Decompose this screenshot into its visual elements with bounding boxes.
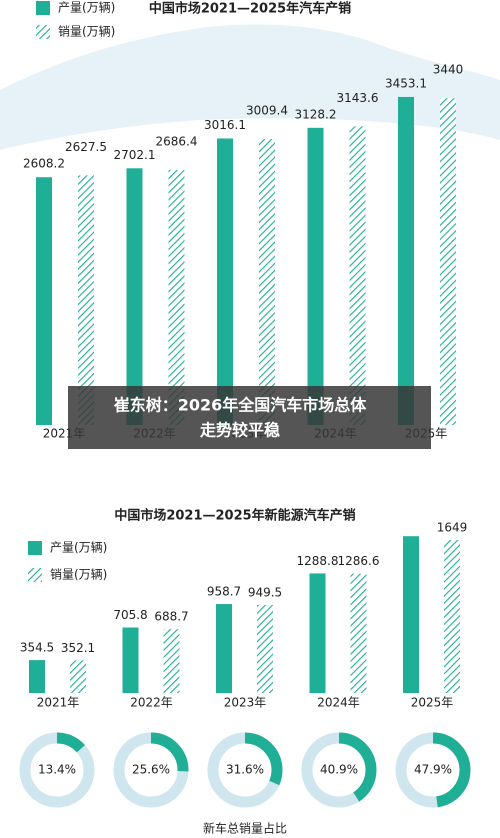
headline: 崔东树：2026年全国汽车市场总体 [114,396,368,415]
chart-title: 新车总销量占比 [203,821,287,836]
bar [403,536,419,693]
x-tick-label: 2025年 [411,696,454,710]
x-tick-label: 2024年 [317,696,360,710]
bar [307,127,324,426]
donut-arc [113,732,189,808]
legend-label: 销量(万辆) [50,568,107,582]
chart-title: 中国市场2021—2025年汽车产销 [149,1,351,17]
legend-label: 产量(万辆) [58,1,115,15]
value-label: 949.5 [248,585,282,599]
value-label: 3440 [433,63,464,77]
value-label: 3128.2 [295,107,337,121]
bar [126,168,143,425]
bar [217,138,233,425]
bar [257,604,273,693]
headline-banner [68,386,431,449]
bar [122,627,139,693]
bar [29,660,45,693]
bar [349,126,366,425]
value-label: 1288.8 [297,554,339,568]
headline: 走势较平稳 [199,421,280,440]
legend-swatch [36,25,50,39]
bar [259,139,275,425]
bar [350,573,367,693]
donut-arc [19,732,95,808]
chart-title: 中国市场2021—2025年新能源汽车产销 [114,508,355,524]
value-label: 2608.2 [23,157,65,171]
value-label: 2686.4 [156,134,198,148]
donut-label: 40.9% [320,763,358,777]
x-tick-label: 2022年 [130,696,173,710]
bar [398,96,414,425]
charts: 中国市场2021—2025年汽车产销产量(万辆)2608.22702.13016… [19,1,471,836]
bar [309,573,326,693]
value-label: 958.7 [207,585,241,599]
legend-label: 产量(万辆) [50,541,107,555]
bar [444,540,460,693]
donut-label: 31.6% [226,763,264,777]
donut-label: 25.6% [132,763,170,777]
donut-arc [301,732,377,808]
bar [216,604,232,693]
value-label: 2627.5 [65,140,107,154]
value-label: 3453.1 [385,76,427,90]
donut-label: 13.4% [38,763,76,777]
value-label: 3009.4 [246,104,288,118]
bar [440,98,456,425]
bar [163,629,180,693]
bar [78,175,94,425]
value-label: 1649 [437,521,468,535]
legend-label: 销量(万辆) [58,25,115,39]
value-label: 705.8 [113,608,147,622]
value-label: 2702.1 [114,148,156,162]
value-label: 3016.1 [204,118,246,132]
legend-swatch [28,568,42,582]
x-tick-label: 2021年 [37,696,80,710]
donut-arc [395,732,471,808]
bar [168,169,185,425]
legend-swatch [28,541,42,555]
car-silhouette [0,24,500,151]
value-label: 1286.6 [338,554,380,568]
donut-label: 47.9% [414,763,452,777]
value-label: 354.5 [20,641,54,655]
donut-arc [207,732,283,808]
value-label: 352.1 [61,641,95,655]
value-label: 3143.6 [337,91,379,105]
bar [36,177,52,425]
value-label: 688.7 [154,610,188,624]
bar [70,660,86,693]
legend-swatch [36,1,50,15]
x-tick-label: 2023年 [224,696,267,710]
